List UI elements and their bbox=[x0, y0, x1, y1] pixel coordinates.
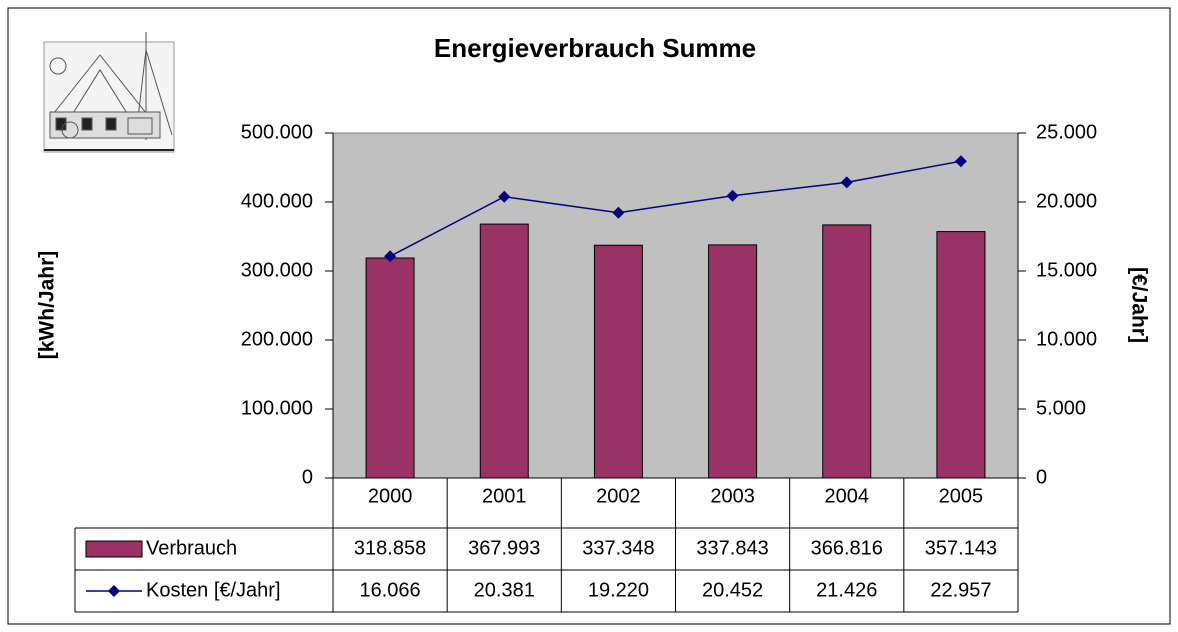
x-tick-label: 2002 bbox=[596, 485, 641, 507]
y2-tick-label: 0 bbox=[1036, 466, 1047, 488]
chart-title: Energieverbrauch Summe bbox=[434, 33, 756, 63]
legend-label: Kosten [€/Jahr] bbox=[146, 579, 281, 601]
bar bbox=[594, 245, 642, 478]
bar bbox=[366, 258, 414, 478]
y-tick-label: 100.000 bbox=[241, 397, 313, 419]
table-value: 367.993 bbox=[468, 537, 540, 559]
bar bbox=[937, 232, 985, 478]
bar bbox=[823, 225, 871, 478]
table-value: 21.426 bbox=[816, 579, 877, 601]
house-icon bbox=[44, 32, 174, 152]
x-tick-label: 2000 bbox=[368, 485, 413, 507]
legend-swatch bbox=[86, 541, 142, 557]
y-tick-label: 400.000 bbox=[241, 190, 313, 212]
x-tick-label: 2005 bbox=[939, 485, 984, 507]
table-value: 318.858 bbox=[354, 537, 426, 559]
x-tick-label: 2004 bbox=[825, 485, 870, 507]
y2-tick-label: 5.000 bbox=[1036, 397, 1086, 419]
y-tick-label: 300.000 bbox=[241, 259, 313, 281]
table-value: 337.843 bbox=[696, 537, 768, 559]
bar bbox=[709, 245, 757, 478]
table-value: 19.220 bbox=[588, 579, 649, 601]
table-value: 16.066 bbox=[359, 579, 420, 601]
table-value: 337.348 bbox=[582, 537, 654, 559]
plot-area bbox=[333, 133, 1018, 478]
chart: Energieverbrauch Summe [kWh/Jahr] [€/Jah… bbox=[0, 0, 1178, 632]
y-tick-label: 500.000 bbox=[241, 121, 313, 143]
legend-label: Verbrauch bbox=[146, 537, 237, 559]
table-value: 20.381 bbox=[474, 579, 535, 601]
y2-axis-title: [€/Jahr] bbox=[1127, 267, 1150, 343]
y2-tick-label: 25.000 bbox=[1036, 121, 1097, 143]
y2-tick-label: 15.000 bbox=[1036, 259, 1097, 281]
x-tick-label: 2001 bbox=[482, 485, 527, 507]
y2-tick-label: 10.000 bbox=[1036, 328, 1097, 350]
table-value: 20.452 bbox=[702, 579, 763, 601]
x-tick-label: 2003 bbox=[710, 485, 755, 507]
y-axis-title: [kWh/Jahr] bbox=[36, 251, 59, 360]
table-value: 366.816 bbox=[811, 537, 883, 559]
table-value: 22.957 bbox=[930, 579, 991, 601]
y-tick-label: 200.000 bbox=[241, 328, 313, 350]
y2-tick-label: 20.000 bbox=[1036, 190, 1097, 212]
bar bbox=[480, 224, 528, 478]
page: {"chart_data": {"type": "bar-line", "tit… bbox=[0, 0, 1178, 632]
y-tick-label: 0 bbox=[302, 466, 313, 488]
table-value: 357.143 bbox=[925, 537, 997, 559]
